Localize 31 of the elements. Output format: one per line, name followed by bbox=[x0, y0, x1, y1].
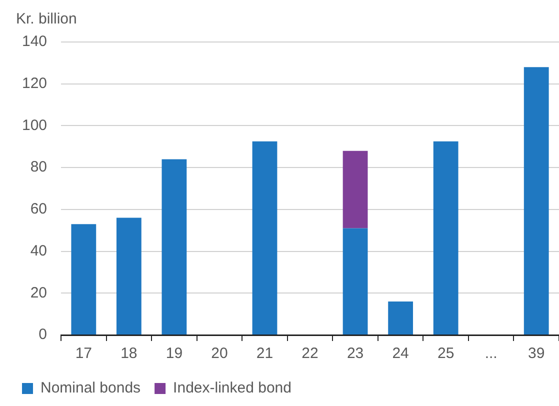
x-tick-label: 21 bbox=[256, 345, 274, 362]
x-tick-label: 39 bbox=[528, 345, 545, 362]
x-tick-label: ... bbox=[484, 345, 498, 362]
legend-label: Index-linked bond bbox=[173, 380, 292, 397]
x-tick-label: 22 bbox=[302, 345, 318, 362]
x-tick-label: 19 bbox=[166, 345, 183, 362]
y-tick-label: 120 bbox=[22, 75, 48, 92]
x-tick-label: 18 bbox=[120, 345, 138, 362]
bar bbox=[524, 67, 549, 334]
y-tick-label: 40 bbox=[30, 242, 48, 260]
bar bbox=[252, 141, 278, 334]
x-tick-label: 25 bbox=[437, 345, 454, 362]
bar bbox=[342, 150, 368, 228]
y-tick-label: 20 bbox=[30, 284, 48, 302]
x-tick-label: 17 bbox=[75, 345, 92, 362]
y-tick-label: 140 bbox=[22, 33, 48, 50]
bar bbox=[116, 218, 142, 334]
bar bbox=[342, 228, 368, 334]
y-tick-label: 60 bbox=[30, 200, 48, 218]
bar bbox=[162, 159, 187, 334]
x-tick-label: 20 bbox=[211, 345, 228, 362]
bar bbox=[388, 302, 414, 334]
y-tick-label: 0 bbox=[38, 326, 48, 344]
bar bbox=[433, 141, 458, 334]
y-axis-title: Kr. billion bbox=[16, 10, 77, 28]
bar bbox=[71, 224, 96, 334]
y-tick-label: 80 bbox=[30, 158, 48, 176]
x-tick-label: 23 bbox=[346, 345, 364, 362]
y-tick-label: 100 bbox=[22, 116, 48, 134]
x-tick-label: 24 bbox=[392, 345, 409, 362]
legend-label: Nominal bonds bbox=[40, 380, 141, 397]
